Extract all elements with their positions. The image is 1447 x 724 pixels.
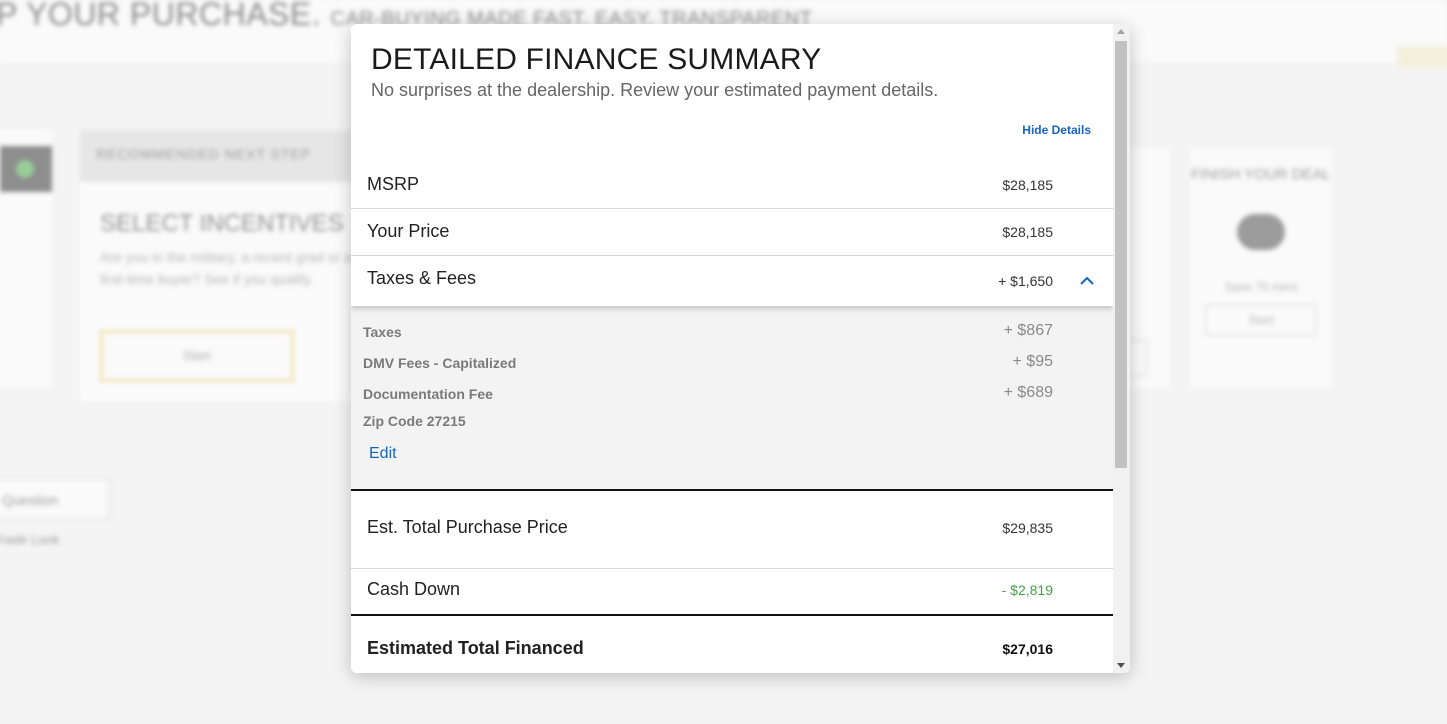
your-price-row: Your Price $28,185 <box>351 209 1113 255</box>
cash-down-label: Cash Down <box>367 579 461 599</box>
your-price-label: Your Price <box>367 221 450 241</box>
fee-taxes-label: Taxes <box>363 324 402 340</box>
fee-dmv-label: DMV Fees - Capitalized <box>363 355 517 371</box>
msrp-row: MSRP $28,185 <box>351 162 1113 208</box>
fee-documentation-label: Documentation Fee <box>363 386 493 402</box>
fee-dmv-value: + $95 <box>1012 353 1053 370</box>
fees-detail-panel: Taxes + $867 DMV Fees - Capitalized + $9… <box>351 306 1113 489</box>
bg-finish-card: FINISH YOUR DEAL Save 70 mins Start <box>1190 148 1332 388</box>
check-icon <box>0 146 52 192</box>
bg-finish-title: FINISH YOUR DEAL <box>1191 166 1331 183</box>
zip-code-label: Zip Code 27215 <box>363 413 466 429</box>
section-divider <box>351 489 1113 491</box>
finance-summary-modal: DETAILED FINANCE SUMMARY No surprises at… <box>351 24 1130 673</box>
cash-down-value: - $2,819 <box>1001 582 1053 598</box>
hide-details-link[interactable]: Hide Details <box>1022 123 1091 137</box>
scroll-down-arrow-icon[interactable] <box>1117 663 1125 668</box>
taxes-fees-label: Taxes & Fees <box>367 268 477 288</box>
bg-card-text: Are you in the military, a recent grad o… <box>100 249 352 287</box>
total-financed-row: Estimated Total Financed $27,016 <box>351 616 1113 673</box>
row-divider <box>351 255 1113 256</box>
modal-content[interactable]: DETAILED FINANCE SUMMARY No surprises at… <box>351 24 1113 673</box>
bg-trade-link[interactable]: Trade Look <box>0 532 60 547</box>
row-divider <box>351 568 1113 569</box>
modal-scrollbar[interactable] <box>1113 24 1130 673</box>
chevron-up-icon[interactable] <box>1077 271 1097 291</box>
bg-card-title: SELECT INCENTIVES <box>100 210 344 237</box>
edit-zip-link[interactable]: Edit <box>369 445 397 462</box>
total-purchase-label: Est. Total Purchase Price <box>367 517 568 537</box>
fee-documentation-value: + $689 <box>1003 384 1053 401</box>
row-divider <box>351 208 1113 209</box>
handshake-icon <box>1237 214 1285 250</box>
modal-subtitle: No surprises at the dealership. Review y… <box>371 80 939 100</box>
cash-down-row: Cash Down - $2,819 <box>351 569 1113 614</box>
bg-finish-button[interactable]: Start <box>1205 304 1317 336</box>
total-financed-label: Estimated Total Financed <box>367 638 584 658</box>
fee-taxes-value: + $867 <box>1003 322 1053 339</box>
bg-question-button[interactable]: Question <box>0 478 110 520</box>
your-price-value: $28,185 <box>1002 224 1053 240</box>
section-divider <box>351 614 1113 616</box>
scroll-up-arrow-icon[interactable] <box>1117 29 1125 34</box>
modal-title: DETAILED FINANCE SUMMARY <box>371 43 822 76</box>
total-purchase-value: $29,835 <box>1002 520 1053 536</box>
total-purchase-row: Est. Total Purchase Price $29,835 <box>351 491 1113 568</box>
taxes-fees-row[interactable]: Taxes & Fees + $1,650 <box>351 256 1113 306</box>
bg-header-title-text: P YOUR PURCHASE. <box>0 0 322 32</box>
msrp-value: $28,185 <box>1002 177 1053 193</box>
bg-badge <box>1397 46 1447 68</box>
bg-recommended-card: RECOMMENDED NEXT STEP SELECT INCENTIVES … <box>80 130 380 402</box>
scrollbar-thumb[interactable] <box>1115 41 1127 468</box>
bg-recommended-label: RECOMMENDED NEXT STEP <box>80 130 380 182</box>
bg-finish-text: Save 70 mins <box>1224 280 1298 294</box>
msrp-label: MSRP <box>367 174 420 194</box>
taxes-fees-value: + $1,650 <box>998 273 1053 289</box>
total-financed-value: $27,016 <box>1002 641 1053 657</box>
bg-start-button[interactable]: Start <box>100 330 294 382</box>
bg-step-card-completed <box>0 130 52 388</box>
